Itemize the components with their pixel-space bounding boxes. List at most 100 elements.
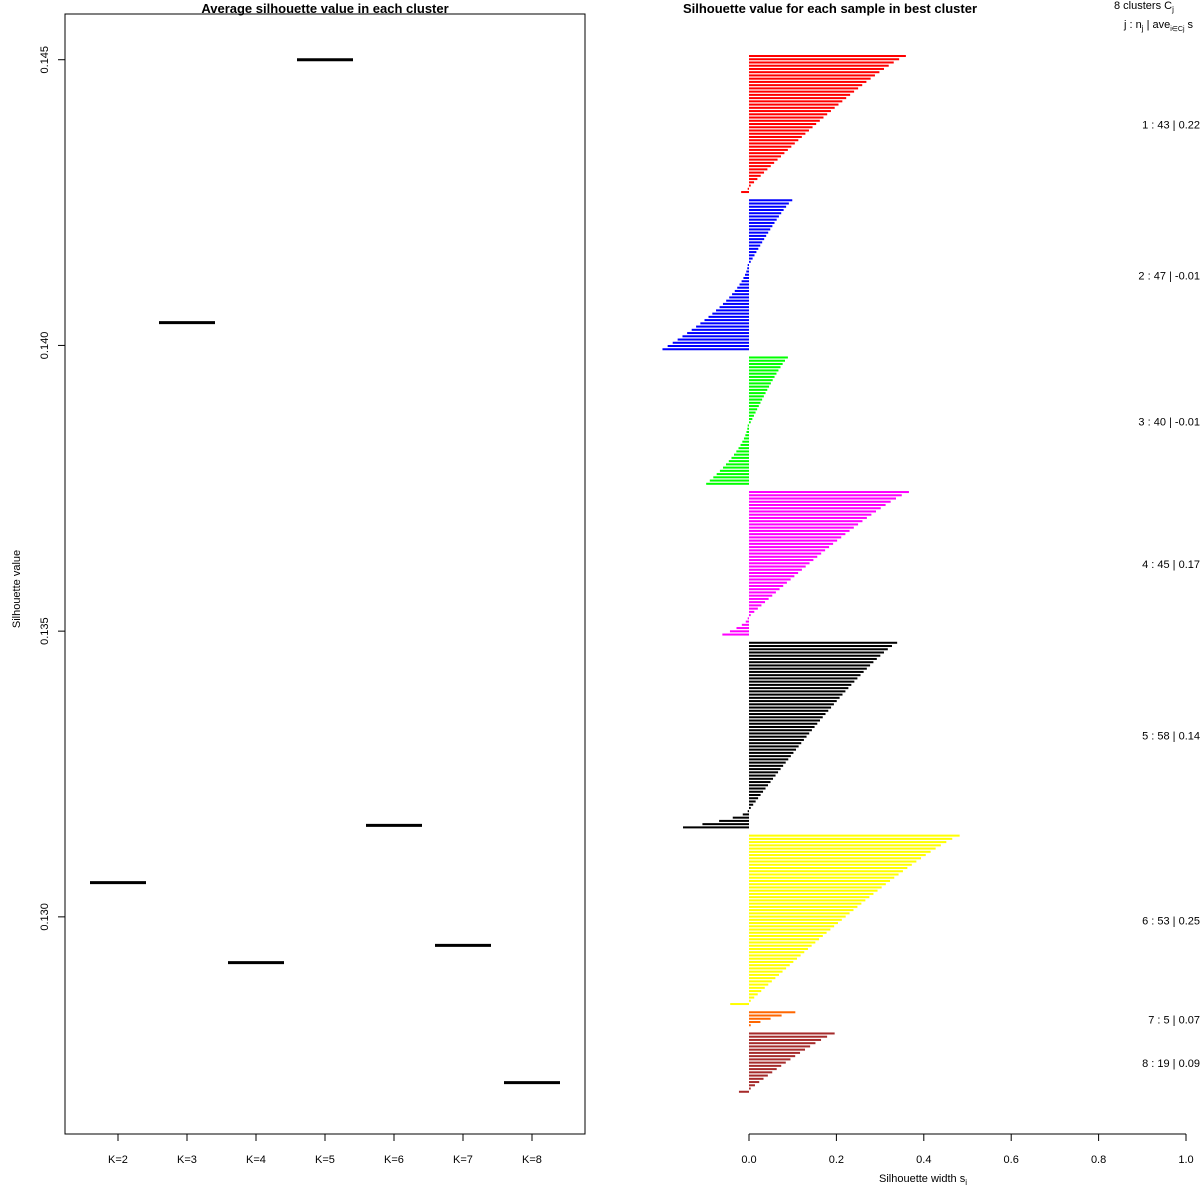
sample-silhouette-bar — [696, 325, 749, 328]
sample-silhouette-bar — [743, 437, 749, 440]
cluster-label: 8 : 19 | 0.09 — [1142, 1058, 1200, 1070]
left-y-tick-label: 0.130 — [39, 903, 51, 931]
sample-silhouette-bar — [709, 479, 749, 482]
sample-silhouette-bar — [716, 473, 749, 476]
left-x-tick-label: K=5 — [315, 1154, 335, 1166]
sample-silhouette-bar — [749, 879, 891, 882]
sample-silhouette-bar — [749, 408, 758, 411]
sample-silhouette-bar — [749, 784, 769, 787]
sample-silhouette-bar — [749, 957, 797, 960]
sample-silhouette-bar — [749, 719, 821, 722]
sample-silhouette-bar — [749, 896, 870, 899]
sample-silhouette-bar — [749, 181, 755, 184]
sample-silhouette-bar — [749, 732, 810, 735]
left-chart-title: Average silhouette value in each cluster — [201, 1, 448, 16]
sample-silhouette-bar — [749, 584, 784, 587]
sample-silhouette-bar — [749, 565, 806, 568]
sample-silhouette-bar — [749, 870, 903, 873]
sample-silhouette-bar — [719, 306, 749, 309]
sample-silhouette-bar — [749, 494, 902, 497]
sample-silhouette-bar — [749, 850, 931, 853]
sample-silhouette-bar — [683, 826, 749, 829]
sample-silhouette-bar — [725, 463, 749, 466]
sample-silhouette-bar — [739, 283, 749, 286]
sample-silhouette-bar — [749, 1074, 768, 1077]
sample-silhouette-bar — [749, 257, 753, 260]
sample-silhouette-bar — [749, 922, 838, 925]
sample-silhouette-bar — [749, 703, 834, 706]
sample-silhouette-bar — [749, 100, 843, 103]
sample-silhouette-bar — [749, 581, 787, 584]
sample-silhouette-bar — [733, 453, 749, 456]
cluster-label: 1 : 43 | 0.22 — [1142, 120, 1200, 132]
sample-silhouette-bar — [747, 267, 749, 270]
sample-silhouette-bar — [749, 667, 867, 670]
right-panel: Silhouette value for each sample in best… — [662, 0, 1200, 1187]
sample-silhouette-bar — [749, 755, 791, 758]
sample-silhouette-bar — [749, 254, 755, 257]
sample-silhouette-bar — [749, 215, 779, 218]
sample-silhouette-bar — [749, 748, 797, 751]
sample-silhouette-bar — [749, 1051, 801, 1054]
sample-silhouette-bar — [749, 876, 895, 879]
sample-silhouette-bar — [749, 986, 765, 989]
sample-silhouette-bar — [749, 1084, 755, 1087]
sample-silhouette-bar — [749, 103, 839, 106]
left-y-tick-label: 0.140 — [39, 332, 51, 360]
right-x-tick-label: 0.0 — [741, 1154, 756, 1166]
sample-silhouette-bar — [749, 964, 790, 967]
sample-silhouette-bar — [747, 187, 749, 190]
sample-silhouette-bar — [749, 706, 832, 709]
sample-silhouette-bar — [749, 1042, 816, 1045]
sample-silhouette-bar — [749, 549, 826, 552]
sample-silhouette-bar — [749, 967, 787, 970]
left-x-tick-label: K=6 — [384, 1154, 404, 1166]
sample-silhouette-bar — [722, 302, 749, 305]
sample-silhouette-bar — [747, 264, 749, 267]
sample-silhouette-bar — [749, 401, 761, 404]
sample-silhouette-bar — [749, 536, 842, 539]
sample-silhouette-bar — [749, 990, 762, 993]
sample-silhouette-bar — [749, 241, 763, 244]
sample-silhouette-bar — [749, 513, 872, 516]
sample-silhouette-bar — [749, 774, 776, 777]
clusters-header: 8 clusters Cj — [1114, 0, 1174, 14]
sample-silhouette-bar — [741, 280, 749, 283]
right-x-tick-label: 1.0 — [1178, 1154, 1193, 1166]
sample-silhouette-bar — [749, 725, 815, 728]
sample-silhouette-bar — [708, 315, 749, 318]
sample-silhouette-bar — [749, 700, 837, 703]
sample-silhouette-bar — [749, 568, 802, 571]
sample-silhouette-bar — [749, 597, 769, 600]
sample-silhouette-bar — [749, 546, 830, 549]
sample-silhouette-bar — [749, 806, 751, 809]
sample-silhouette-bar — [749, 1011, 796, 1014]
sample-silhouette-bar — [687, 332, 749, 335]
sample-silhouette-bar — [749, 418, 753, 421]
sample-silhouette-bar — [749, 738, 804, 741]
sample-silhouette-bar — [749, 559, 814, 562]
sample-silhouette-bar — [749, 951, 805, 954]
sample-silhouette-bar — [736, 450, 749, 453]
sample-silhouette-bar — [672, 341, 749, 344]
sample-silhouette-bar — [749, 610, 755, 613]
sample-silhouette-bar — [749, 657, 877, 660]
sample-silhouette-bar — [738, 447, 749, 450]
sample-silhouette-bar — [749, 55, 906, 58]
sample-silhouette-bar — [749, 388, 768, 391]
sample-silhouette-bar — [749, 909, 854, 912]
left-y-tick-label: 0.135 — [39, 617, 51, 645]
sample-silhouette-bar — [749, 960, 794, 963]
sample-silhouette-bar — [749, 152, 785, 155]
sample-silhouette-bar — [749, 491, 909, 494]
sample-silhouette-bar — [749, 542, 834, 545]
left-segments — [90, 58, 560, 1085]
sample-silhouette-bar — [749, 722, 818, 725]
sample-silhouette-bar — [747, 427, 749, 430]
sample-silhouette-bar — [749, 674, 861, 677]
sample-silhouette-bar — [749, 1071, 773, 1074]
cluster-label: 6 : 53 | 0.25 — [1142, 915, 1200, 927]
sample-silhouette-bar — [749, 385, 770, 388]
left-x-tick-label: K=4 — [246, 1154, 266, 1166]
sample-silhouette-bar — [749, 123, 817, 126]
